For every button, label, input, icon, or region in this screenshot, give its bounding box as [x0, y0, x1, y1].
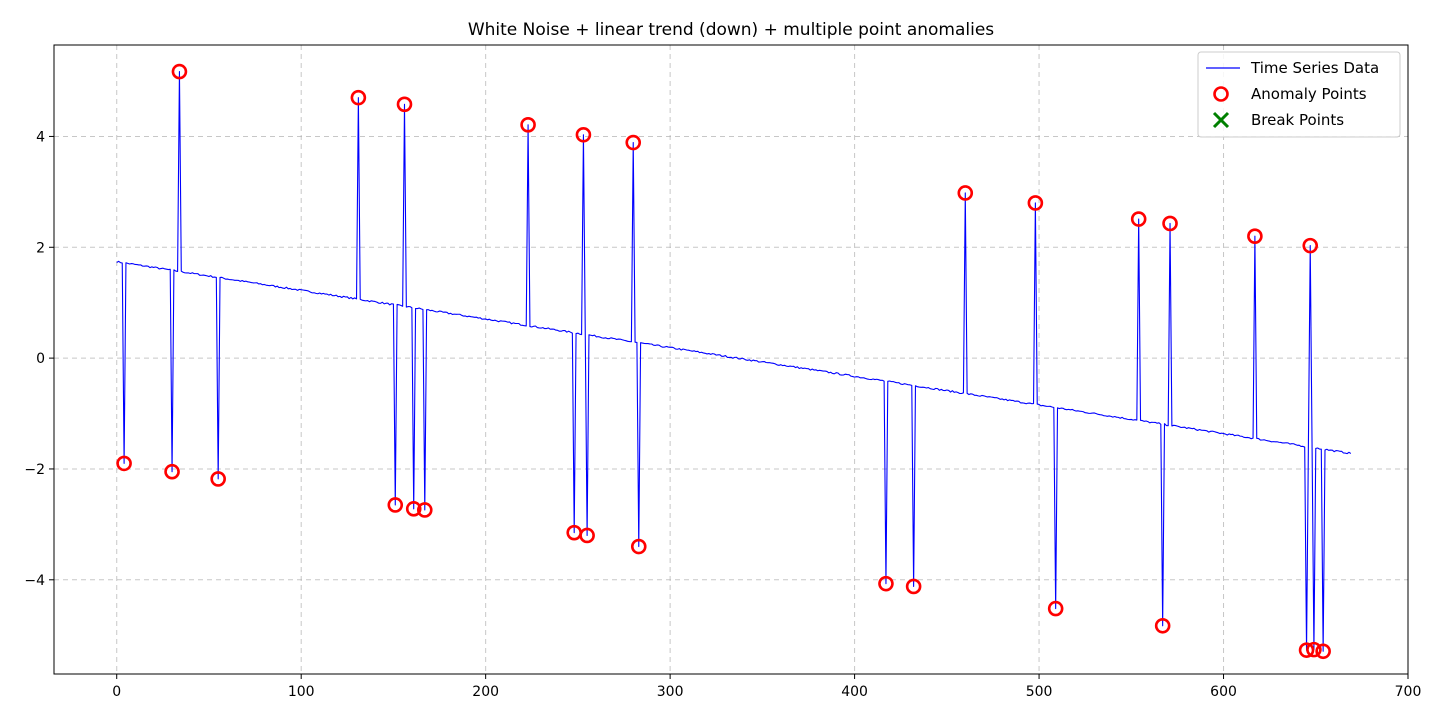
anomaly-point [396, 96, 413, 113]
anomaly-point [1130, 211, 1147, 227]
anomaly-point [1298, 642, 1315, 658]
anomaly-point [416, 502, 433, 518]
anomaly-point [1162, 215, 1178, 232]
anomaly-point [625, 134, 642, 151]
series-line-time-series-data [116, 71, 1352, 652]
anomaly-point [1154, 617, 1171, 634]
x-tick-label: 100 [288, 684, 315, 700]
x-tick-label: 400 [841, 684, 868, 700]
x-tick-label: 600 [1210, 684, 1237, 700]
legend-label: Break Points [1251, 111, 1344, 129]
y-tick-label: 4 [36, 129, 45, 145]
legend-label: Time Series Data [1250, 59, 1379, 77]
chart-title: White Noise + linear trend (down) + mult… [468, 20, 994, 40]
axes: 0 100 200 300 400 500 600 700 −4 −2 0 2 4 [24, 44, 1422, 700]
x-tick-label: 200 [472, 684, 499, 700]
anomaly-point [171, 63, 188, 80]
legend-circle-swatch [1213, 86, 1229, 102]
anomaly-point [579, 527, 595, 544]
y-tick-label: −4 [24, 573, 45, 589]
legend: Time Series Data Anomaly Points Break Poin… [1197, 51, 1401, 138]
axes-frame [53, 44, 1409, 675]
x-tick-label: 700 [1395, 684, 1422, 700]
anomaly-point [210, 471, 226, 487]
anomaly-point [116, 455, 132, 472]
legend-box [1197, 51, 1401, 138]
anomaly-point [1247, 228, 1263, 244]
anomaly-point [1027, 195, 1044, 211]
anomaly-point [350, 89, 367, 106]
anomaly-point [878, 575, 894, 592]
y-tick-label: 2 [36, 240, 45, 256]
legend-entry: Break Points [1212, 111, 1344, 129]
legend-entry: Time Series Data [1206, 59, 1379, 77]
anomaly-point [164, 463, 180, 480]
grid [54, 45, 1409, 674]
anomaly-point [1047, 600, 1064, 617]
anomaly-point [1302, 237, 1319, 254]
legend-entry: Anomaly Points [1213, 85, 1367, 103]
anomaly-point [1306, 641, 1322, 658]
anomaly-point [957, 185, 974, 201]
legend-x-swatch [1212, 111, 1230, 129]
plot-area [116, 63, 1352, 660]
x-tick-label: 300 [657, 684, 684, 700]
anomaly-point [630, 538, 647, 555]
anomaly-point [1315, 643, 1331, 660]
y-tick-label: −2 [24, 462, 45, 478]
anomaly-point [905, 578, 922, 595]
anomaly-point [405, 501, 422, 517]
x-tick-label: 500 [1026, 684, 1053, 700]
anomaly-point [387, 497, 404, 513]
anomaly-point [575, 126, 592, 143]
y-tick-label: 0 [36, 351, 45, 367]
anomaly-point [520, 117, 536, 133]
x-tick-label: 0 [112, 684, 121, 700]
legend-label: Anomaly Points [1251, 85, 1367, 103]
